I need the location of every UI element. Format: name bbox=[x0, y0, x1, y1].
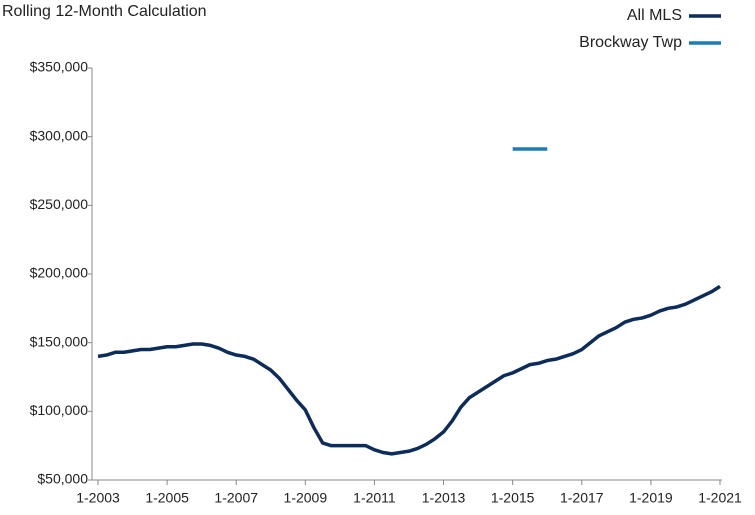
x-tick-label: 1-2015 bbox=[491, 490, 535, 506]
y-tick-label: $100,000 bbox=[30, 402, 89, 418]
x-tick-label: 1-2007 bbox=[214, 490, 258, 506]
legend-label: Brockway Twp bbox=[579, 34, 682, 51]
y-tick-label: $300,000 bbox=[30, 127, 89, 143]
y-tick-label: $150,000 bbox=[30, 333, 89, 349]
legend-label: All MLS bbox=[627, 7, 682, 24]
y-tick-label: $50,000 bbox=[37, 471, 88, 487]
y-tick-label: $350,000 bbox=[30, 59, 89, 75]
x-tick-label: 1-2005 bbox=[145, 490, 189, 506]
x-tick-label: 1-2003 bbox=[76, 490, 120, 506]
series-line bbox=[97, 284, 721, 456]
x-tick-label: 1-2013 bbox=[422, 490, 466, 506]
y-tick-label: $200,000 bbox=[30, 265, 89, 281]
y-tick-label: $250,000 bbox=[30, 196, 89, 212]
x-tick-label: 1-2017 bbox=[560, 490, 604, 506]
chart-title: Rolling 12-Month Calculation bbox=[2, 3, 207, 20]
x-tick-label: 1-2009 bbox=[284, 490, 328, 506]
x-tick-label: 1-2021 bbox=[698, 490, 742, 506]
x-tick-label: 1-2019 bbox=[629, 490, 673, 506]
x-tick-label: 1-2011 bbox=[353, 490, 396, 506]
